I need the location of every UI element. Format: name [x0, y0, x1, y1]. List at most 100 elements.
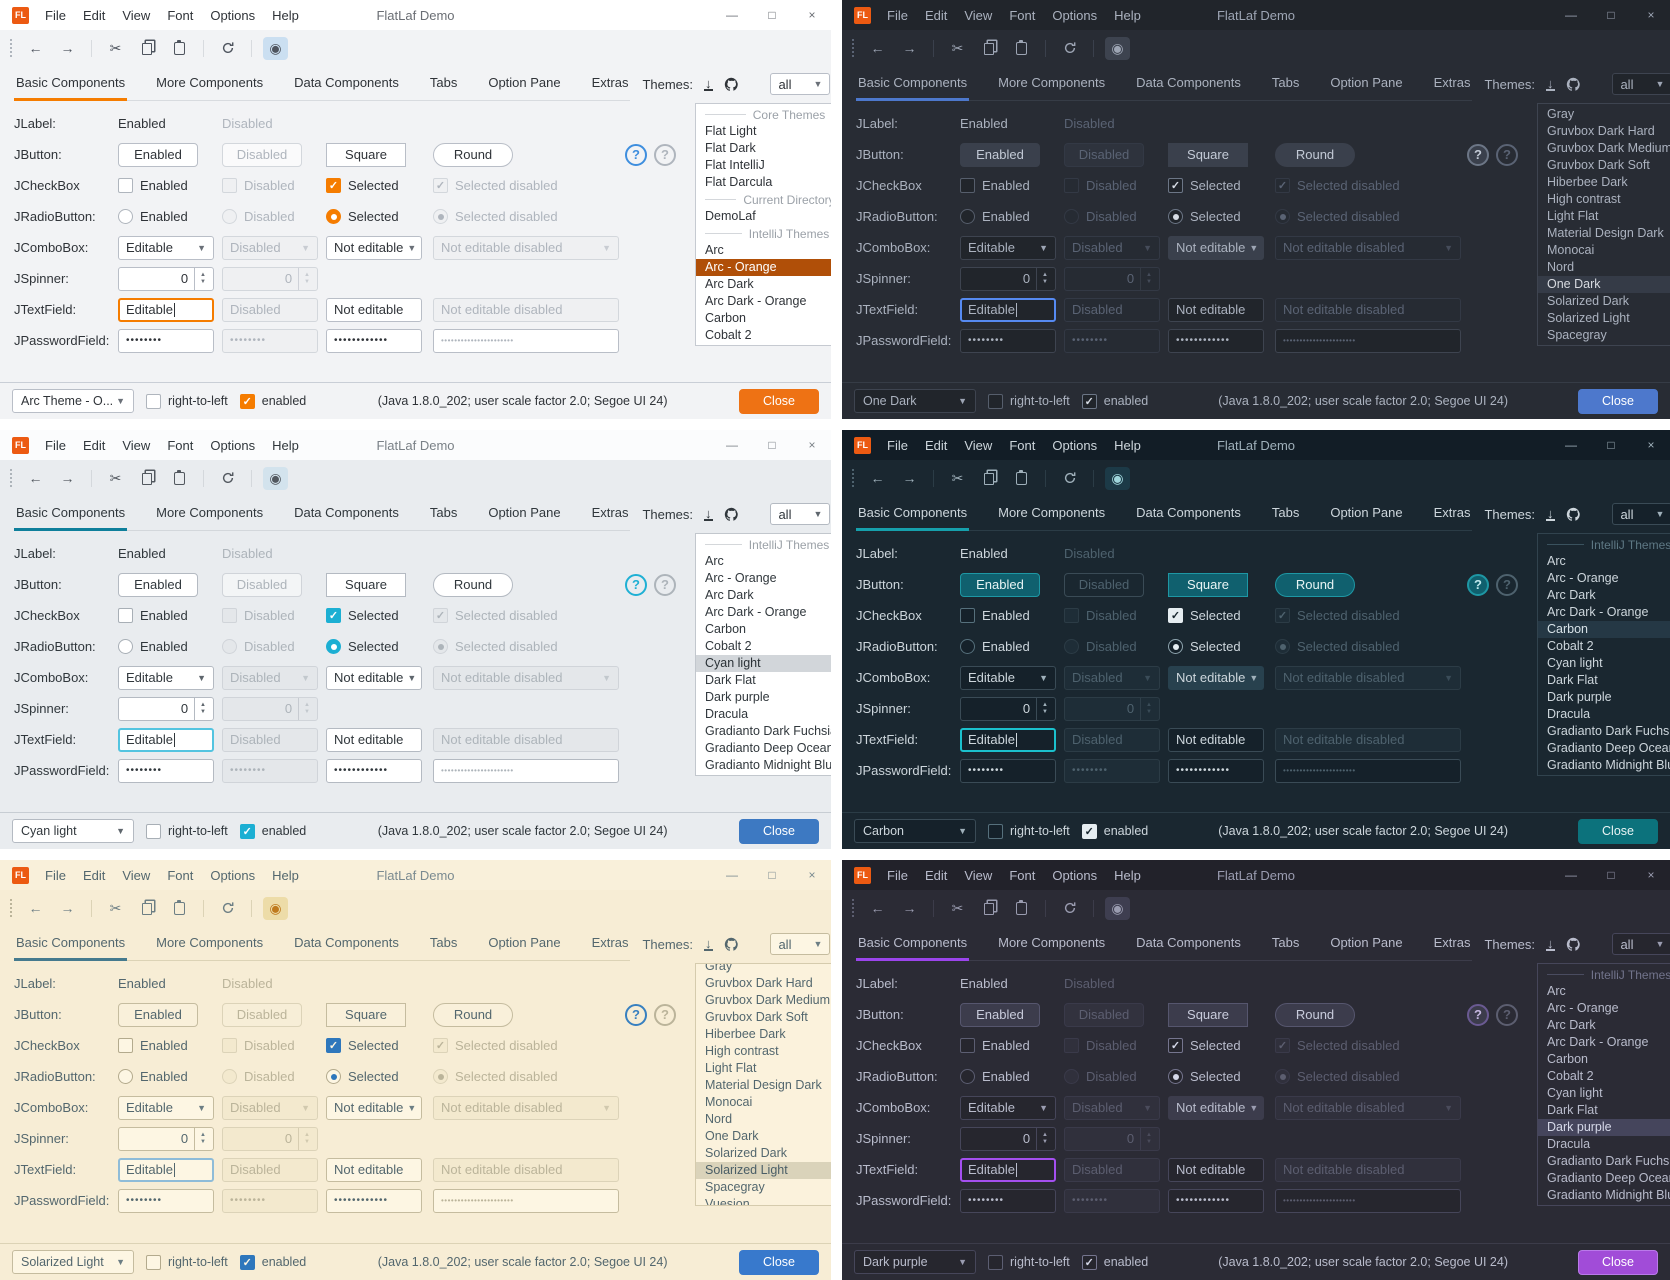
- theme-list-item-gruvbox-dark-hard[interactable]: Gruvbox Dark Hard: [705, 976, 813, 990]
- text-field-3[interactable]: Not editable: [1168, 727, 1264, 752]
- show-hidden-icon[interactable]: ◉: [1105, 36, 1130, 60]
- help-button[interactable]: ?: [654, 1003, 676, 1026]
- tab-extras[interactable]: Extras: [591, 505, 629, 520]
- square-button[interactable]: Square: [1168, 142, 1248, 167]
- password-field-1[interactable]: ••••••••: [118, 328, 214, 353]
- theme-filter-select[interactable]: all ▼: [1612, 933, 1670, 955]
- toolbar-grip-icon[interactable]: [10, 899, 12, 917]
- tab-tabs[interactable]: Tabs: [1271, 75, 1300, 90]
- menu-help[interactable]: Help: [1114, 7, 1141, 23]
- theme-list-item-carbon[interactable]: Carbon: [705, 311, 746, 325]
- checkbox-selected[interactable]: ✓ Selected: [1168, 178, 1241, 193]
- theme-list-item-dark-purple[interactable]: Dark purple: [1547, 690, 1612, 704]
- menu-edit[interactable]: Edit: [924, 7, 948, 23]
- combobox-editable[interactable]: Editable ▼: [960, 1095, 1056, 1120]
- checkbox-enabled[interactable]: Enabled: [960, 178, 1030, 193]
- theme-list-item-hiberbee-dark[interactable]: Hiberbee Dark: [1547, 175, 1628, 189]
- theme-list-item-high-contrast[interactable]: High contrast: [705, 1044, 779, 1058]
- theme-list-item-solarized-dark[interactable]: Solarized Dark: [705, 1146, 787, 1160]
- back-icon[interactable]: ←: [870, 40, 885, 56]
- theme-list-item-spacegray[interactable]: Spacegray: [705, 1180, 765, 1194]
- combobox-not-editable[interactable]: Not editable ▼: [1168, 665, 1264, 690]
- maximize-button[interactable]: □: [768, 8, 776, 22]
- theme-list-item-dark-purple[interactable]: Dark purple: [705, 690, 770, 704]
- theme-list-item-carbon[interactable]: Carbon: [705, 622, 746, 636]
- enabled-checkbox[interactable]: ✓ enabled: [1081, 1254, 1148, 1270]
- close-window-button[interactable]: ×: [808, 868, 816, 882]
- theme-list-item-gradianto-deep-ocean[interactable]: Gradianto Deep Ocean: [1547, 1171, 1670, 1185]
- menu-view[interactable]: View: [964, 867, 993, 883]
- square-button[interactable]: Square: [326, 1002, 406, 1027]
- paste-icon[interactable]: [167, 37, 192, 60]
- paste-icon[interactable]: [167, 897, 192, 920]
- theme-list-item-gradianto-midnight-blue[interactable]: Gradianto Midnight Blue: [705, 758, 831, 772]
- theme-list-item-gradianto-dark-fuchsia[interactable]: Gradianto Dark Fuchsia: [1547, 724, 1670, 738]
- combobox-not-editable[interactable]: Not editable ▼: [326, 665, 422, 690]
- menu-help[interactable]: Help: [1114, 867, 1141, 883]
- enabled-checkbox[interactable]: ✓ enabled: [239, 393, 306, 409]
- theme-list-item-arc-orange[interactable]: Arc - Orange: [1547, 571, 1619, 585]
- text-field-3[interactable]: Not editable: [326, 1157, 422, 1182]
- menu-edit[interactable]: Edit: [924, 867, 948, 883]
- help-button[interactable]: ?: [625, 573, 647, 596]
- tab-more-components[interactable]: More Components: [156, 935, 264, 950]
- help-button[interactable]: ?: [1467, 1003, 1489, 1026]
- help-button[interactable]: ?: [1496, 1003, 1518, 1026]
- theme-list-item-flat-dark[interactable]: Flat Dark: [705, 141, 756, 155]
- right-to-left-checkbox[interactable]: right-to-left: [988, 1254, 1070, 1270]
- tab-basic-components[interactable]: Basic Components: [14, 505, 128, 531]
- text-field-3[interactable]: Not editable: [1168, 1157, 1264, 1182]
- theme-list-item-gradianto-midnight-blue[interactable]: Gradianto Midnight Blue: [1547, 758, 1670, 772]
- checkbox-enabled[interactable]: Enabled: [118, 1038, 188, 1053]
- toolbar-grip-icon[interactable]: [852, 39, 854, 57]
- refresh-icon[interactable]: [215, 37, 240, 60]
- combobox-editable[interactable]: Editable ▼: [960, 665, 1056, 690]
- cut-icon[interactable]: ✂: [951, 39, 964, 56]
- tab-more-components[interactable]: More Components: [156, 505, 264, 520]
- download-themes-icon[interactable]: ↓: [1546, 505, 1555, 521]
- theme-list-item-light-flat[interactable]: Light Flat: [705, 1061, 757, 1075]
- menu-edit[interactable]: Edit: [82, 7, 106, 23]
- combobox-not-editable[interactable]: Not editable ▼: [326, 235, 422, 260]
- menu-file[interactable]: File: [887, 437, 908, 453]
- checkbox-selected[interactable]: ✓ Selected: [1168, 608, 1241, 623]
- forward-icon[interactable]: →: [902, 900, 917, 916]
- help-button[interactable]: ?: [654, 573, 676, 596]
- forward-icon[interactable]: →: [902, 470, 917, 486]
- minimize-button[interactable]: —: [726, 868, 738, 882]
- github-icon[interactable]: [1566, 507, 1581, 522]
- theme-filter-select[interactable]: all ▼: [770, 73, 831, 95]
- text-field-1[interactable]: Editable: [118, 297, 214, 322]
- combobox-not-editable[interactable]: Not editable ▼: [1168, 235, 1264, 260]
- theme-list-item-arc-dark[interactable]: Arc Dark: [1547, 1018, 1596, 1032]
- menu-help[interactable]: Help: [272, 7, 299, 23]
- download-themes-icon[interactable]: ↓: [704, 505, 713, 521]
- text-field-1[interactable]: Editable: [118, 1157, 214, 1182]
- menu-view[interactable]: View: [964, 437, 993, 453]
- download-themes-icon[interactable]: ↓: [1546, 75, 1555, 91]
- theme-list-item-gray[interactable]: Gray: [1547, 107, 1575, 121]
- maximize-button[interactable]: □: [768, 438, 776, 452]
- tab-more-components[interactable]: More Components: [998, 75, 1106, 90]
- paste-icon[interactable]: [1009, 897, 1034, 920]
- close-window-button[interactable]: ×: [808, 8, 816, 22]
- menu-file[interactable]: File: [887, 7, 908, 23]
- theme-list-item-arc[interactable]: Arc: [705, 554, 724, 568]
- text-field-3[interactable]: Not editable: [326, 297, 422, 322]
- back-icon[interactable]: ←: [28, 40, 43, 56]
- maximize-button[interactable]: □: [1607, 438, 1615, 452]
- menu-options[interactable]: Options: [210, 437, 256, 453]
- password-field-1[interactable]: ••••••••: [118, 1188, 214, 1213]
- theme-list-item-monocai[interactable]: Monocai: [1547, 243, 1595, 257]
- combobox-editable[interactable]: Editable ▼: [118, 235, 214, 260]
- maximize-button[interactable]: □: [1607, 868, 1615, 882]
- right-to-left-checkbox[interactable]: right-to-left: [146, 823, 228, 839]
- theme-list-item-flat-darcula[interactable]: Flat Darcula: [705, 175, 773, 189]
- square-button[interactable]: Square: [1168, 572, 1248, 597]
- theme-list-item-arc-orange[interactable]: Arc - Orange: [705, 571, 777, 585]
- square-button[interactable]: Square: [1168, 1002, 1248, 1027]
- minimize-button[interactable]: —: [1565, 868, 1577, 882]
- theme-list-item-solarized-dark[interactable]: Solarized Dark: [1547, 294, 1629, 308]
- copy-icon[interactable]: [135, 467, 160, 490]
- tab-option-pane[interactable]: Option Pane: [488, 75, 561, 90]
